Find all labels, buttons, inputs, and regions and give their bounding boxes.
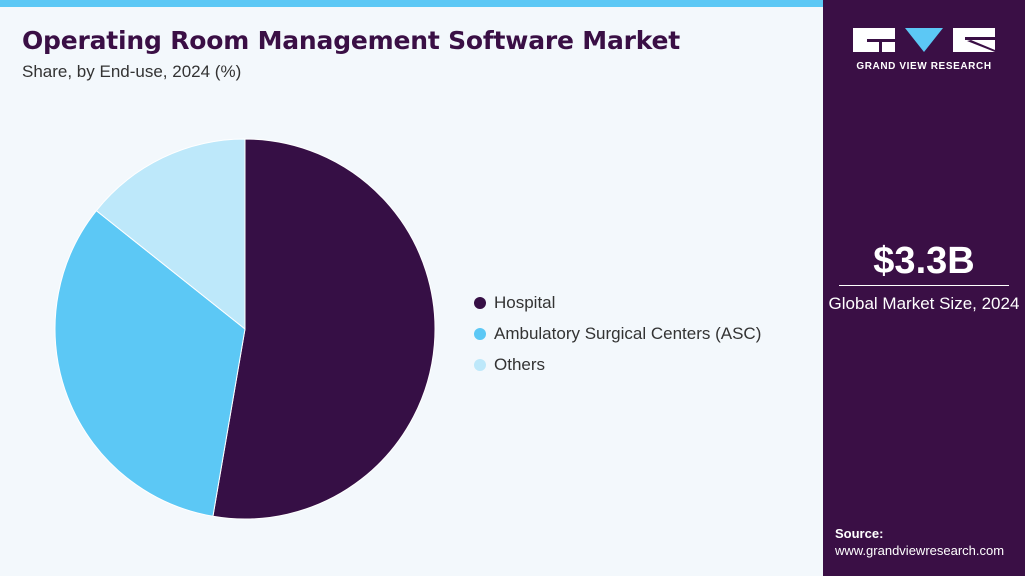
legend-item: Hospital (474, 287, 761, 318)
chart-legend: Hospital Ambulatory Surgical Centers (ASC… (474, 287, 761, 380)
legend-dot-icon (474, 327, 486, 340)
logo-text: GRAND VIEW RESEARCH (856, 61, 992, 72)
legend-label: Ambulatory Surgical Centers (ASC) (494, 323, 762, 343)
chart-subtitle: Share, by End-use, 2024 (%) (22, 62, 242, 81)
sidebar-panel: GRAND VIEW RESEARCH $3.3B Global Market … (823, 0, 1025, 576)
pie-slice-hospital (212, 138, 436, 520)
legend-item: Ambulatory Surgical Centers (ASC) (474, 318, 761, 349)
divider (839, 285, 1009, 286)
grand-view-research-logo-icon (853, 28, 995, 52)
market-size-label: Global Market Size, 2024 (828, 294, 1020, 313)
source-label: Source: (835, 526, 884, 541)
legend-dot-icon (474, 296, 486, 309)
pie-chart (54, 138, 436, 520)
legend-dot-icon (474, 358, 486, 371)
chart-panel: Operating Room Management Software Marke… (0, 0, 823, 576)
pie-slice-ambulatory-surgical-centers-asc (54, 209, 246, 517)
pie-slice-others (95, 138, 246, 331)
legend-label: Hospital (494, 292, 556, 312)
accent-bar (0, 0, 823, 7)
market-size-value: $3.3B (873, 240, 975, 282)
legend-item: Others (474, 349, 761, 380)
source-link[interactable]: www.grandviewresearch.com (835, 543, 1005, 558)
legend-label: Others (494, 354, 546, 374)
chart-title: Operating Room Management Software Marke… (22, 26, 680, 55)
